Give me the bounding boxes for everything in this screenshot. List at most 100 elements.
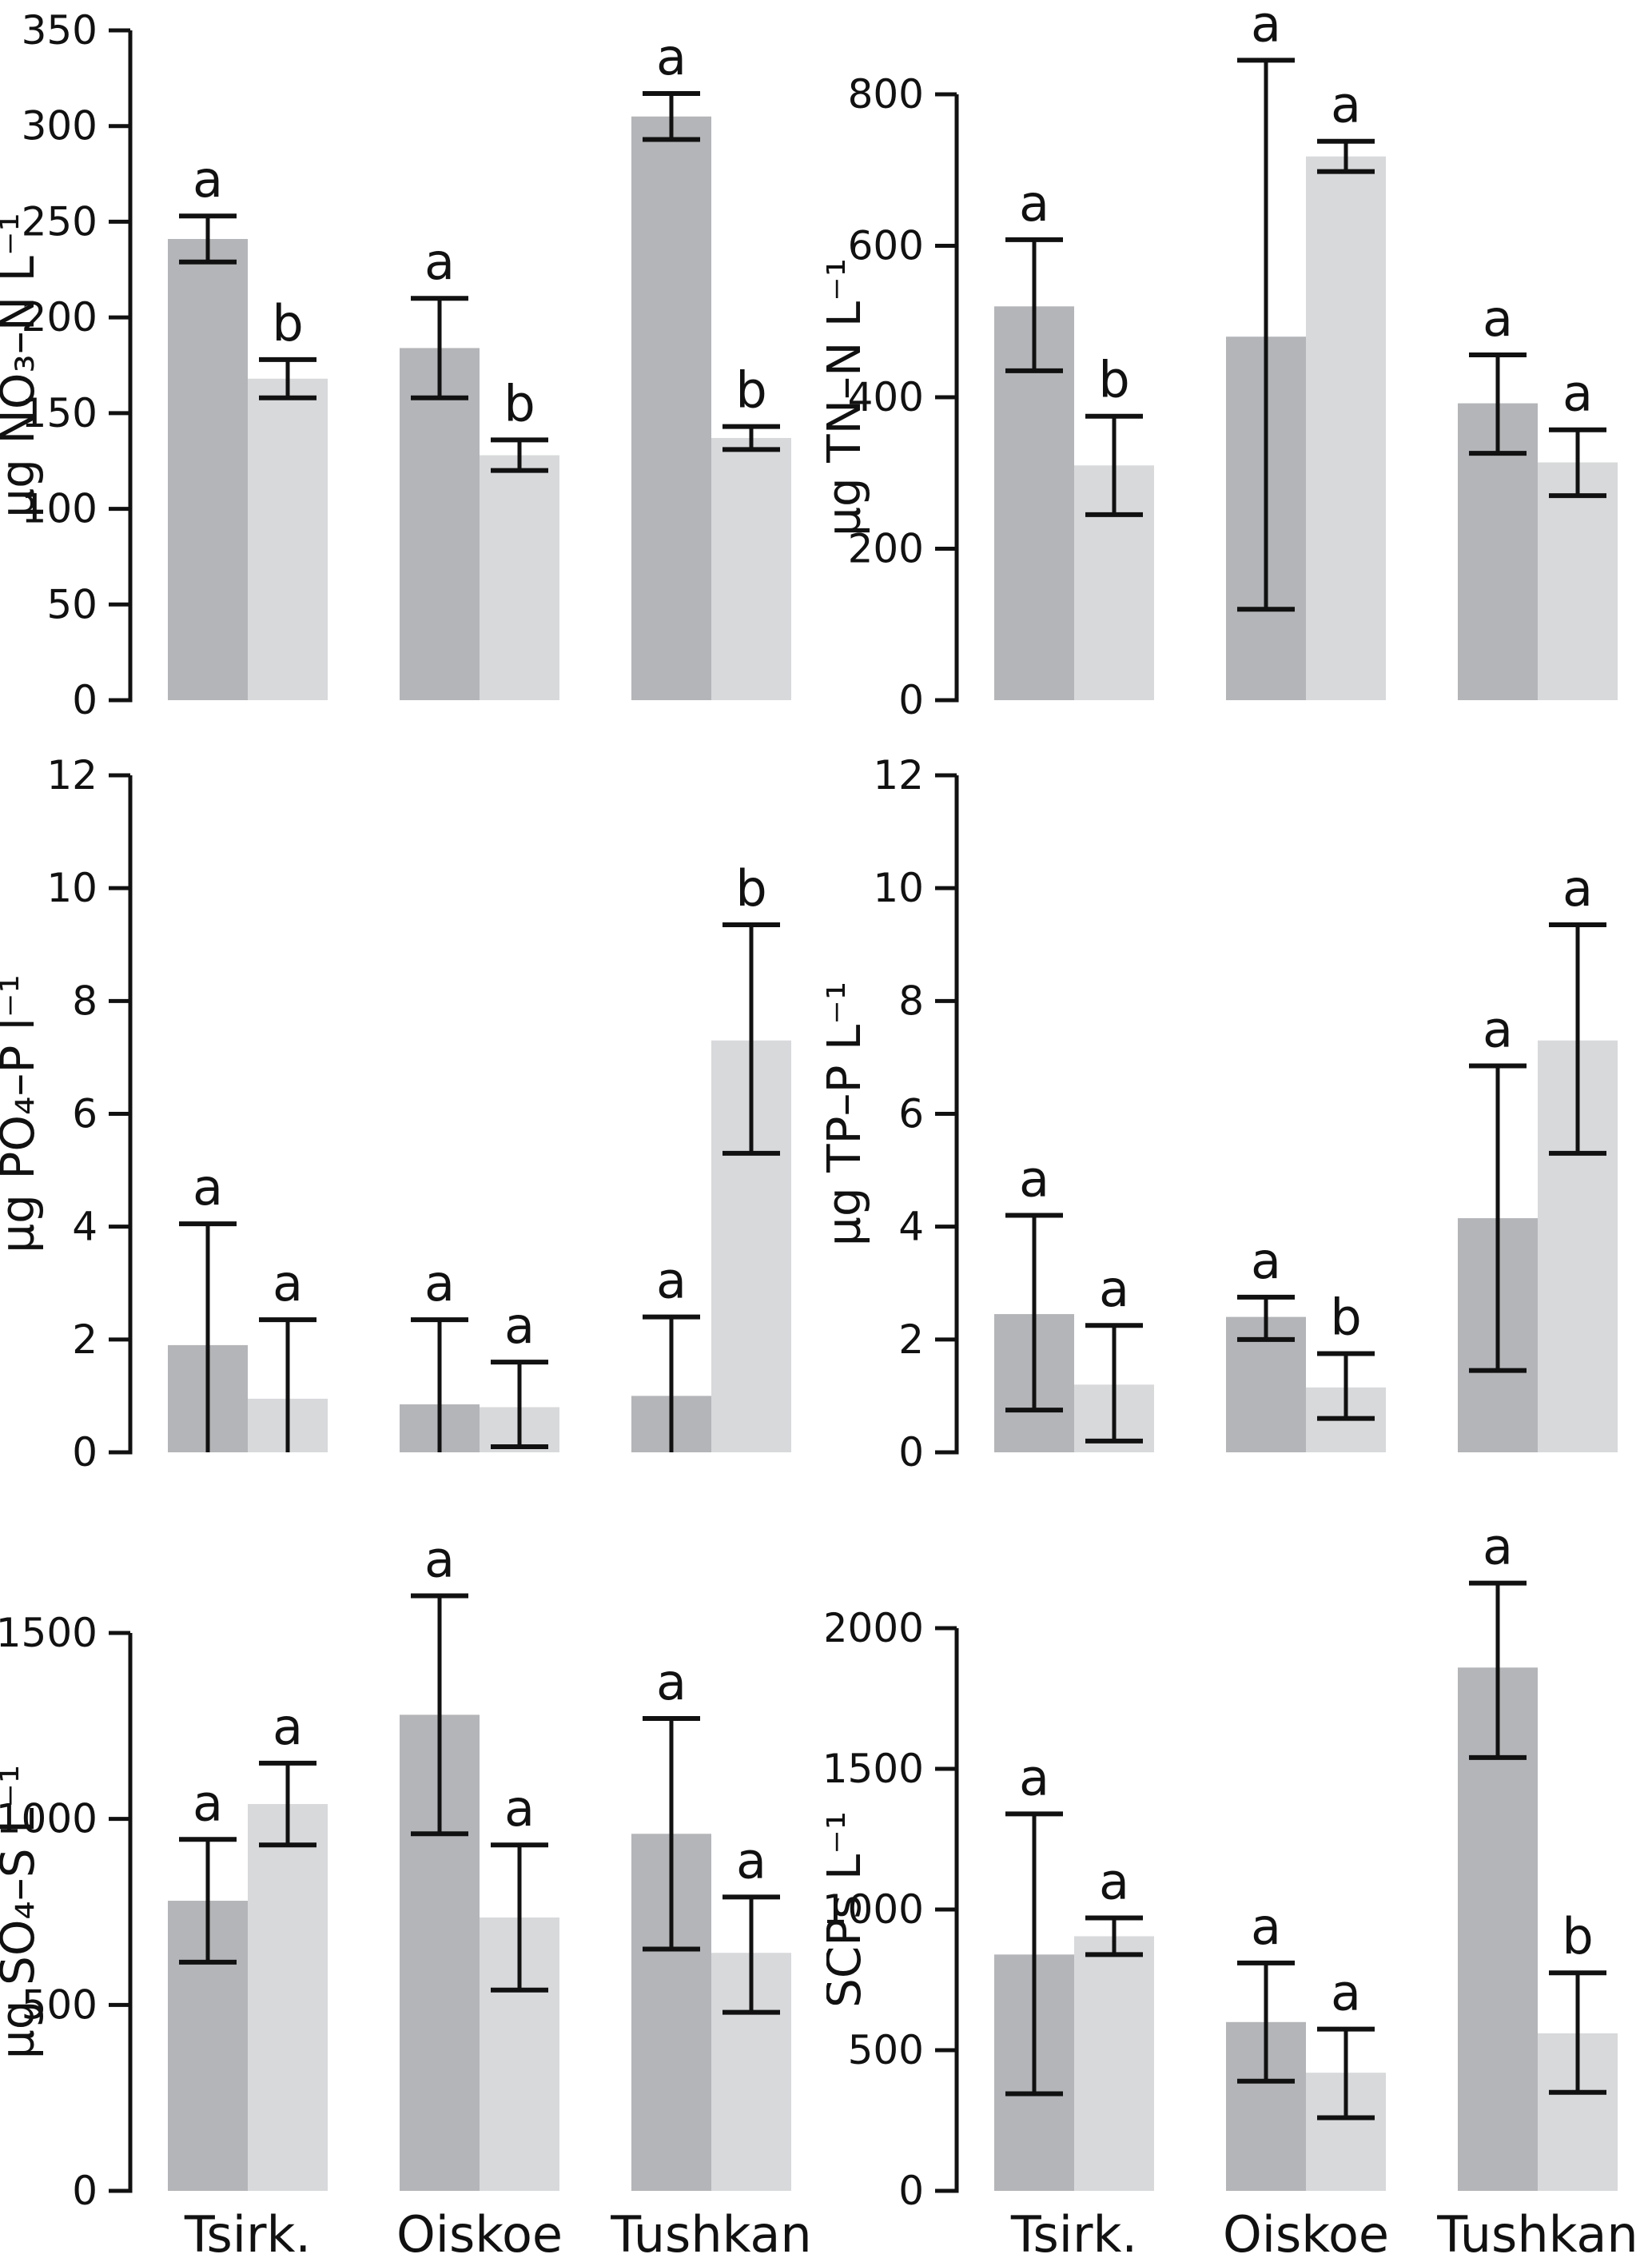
bar-dark_gray-oiskoe xyxy=(400,348,480,700)
bar-light_gray-tsirk xyxy=(1074,1936,1154,2191)
significance-letter: a xyxy=(193,150,223,209)
panel-so4-s: 0 500 1000 1500 µg SO₄–S L⁻¹ a a a a a a Tsirk. Oisk… xyxy=(0,1508,826,2262)
y-tick-label: 0 xyxy=(898,1429,924,1475)
x-axis-label-tushkan: Tushkan xyxy=(610,2205,811,2262)
significance-letter: a xyxy=(504,1779,535,1838)
no3-n-chart: 0 50 100 150 200 250 300 350 µg NO₃–N L⁻¹ a a a b b b xyxy=(0,7,791,723)
significance-letter: a xyxy=(1483,1001,1513,1059)
x-axis-label-tsirk: Tsirk. xyxy=(184,2205,311,2262)
significance-letter: a xyxy=(1562,859,1593,918)
x-axis-label-tsirk: Tsirk. xyxy=(1010,2205,1137,2262)
x-axis-label-tushkan: Tushkan xyxy=(1436,2205,1638,2262)
y-tick-label: 500 xyxy=(22,1981,98,2028)
y-axis-label: µg SO₄–S L⁻¹ xyxy=(0,1765,45,2059)
y-axis-label: µg TN–N L⁻¹ xyxy=(826,258,871,536)
y-tick-label: 800 xyxy=(848,71,924,117)
y-tick-label: 6 xyxy=(898,1091,924,1137)
significance-letter: a xyxy=(1331,76,1361,134)
x-axis-label-oiskoe: Oiskoe xyxy=(396,2205,563,2262)
y-tick-label: 2 xyxy=(898,1316,924,1363)
y-tick-label: 10 xyxy=(873,865,924,911)
y-tick-label: 100 xyxy=(22,486,98,532)
significance-letter: a xyxy=(1483,1518,1513,1576)
panel-scps: 0 500 1000 1500 2000 SCPs L⁻¹ a a a a a b Tsirk. Oisk… xyxy=(826,1508,1652,2262)
y-tick-label: 0 xyxy=(72,1429,98,1475)
significance-letter: a xyxy=(193,1774,223,1832)
y-tick-label: 150 xyxy=(22,390,98,436)
panel-no3-n: 0 50 100 150 200 250 300 350 µg NO₃–N L⁻¹ a a a b b b xyxy=(0,0,826,754)
significance-letter: b xyxy=(272,294,303,352)
significance-letter: a xyxy=(504,1296,535,1355)
y-tick-label: 12 xyxy=(46,754,98,798)
y-tick-label: 8 xyxy=(72,978,98,1024)
bar-light_gray-tushkan xyxy=(1538,462,1618,700)
bar-light_gray-tushkan xyxy=(711,437,791,700)
y-axis-label: µg NO₃–N L⁻¹ xyxy=(0,213,45,517)
y-tick-label: 600 xyxy=(848,223,924,269)
x-axis-label-oiskoe: Oiskoe xyxy=(1223,2205,1389,2262)
panel-tp-p: 0 2 4 6 8 10 12 µg TP–P L⁻¹ a a a a b a xyxy=(826,754,1652,1508)
bar-dark_gray-tsirk xyxy=(168,238,248,700)
significance-letter: a xyxy=(1331,1964,1361,2022)
y-tick-label: 0 xyxy=(72,677,98,723)
y-tick-label: 8 xyxy=(898,978,924,1024)
y-tick-label: 0 xyxy=(898,677,924,723)
y-tick-label: 12 xyxy=(873,754,924,798)
significance-letter: a xyxy=(424,233,455,291)
y-tick-label: 0 xyxy=(72,2168,98,2214)
bar-light_gray-oiskoe xyxy=(1306,156,1386,700)
significance-letter: b xyxy=(1098,351,1129,409)
y-tick-label: 1000 xyxy=(826,1886,924,1933)
significance-letter: a xyxy=(736,1831,766,1890)
significance-letter: a xyxy=(1483,289,1513,348)
significance-letter: a xyxy=(424,1530,455,1588)
significance-letter: a xyxy=(273,1698,303,1756)
y-tick-label: 0 xyxy=(898,2168,924,2214)
significance-letter: a xyxy=(424,1254,455,1312)
panel-po4-p: 0 2 4 6 8 10 12 µg PO₄–P l⁻¹ a a a a a b xyxy=(0,754,826,1508)
y-axis-label: SCPs L⁻¹ xyxy=(826,1811,871,2008)
significance-letter: a xyxy=(656,1252,687,1310)
significance-letter: b xyxy=(1330,1288,1361,1346)
significance-letter: b xyxy=(735,361,766,420)
y-tick-label: 250 xyxy=(22,198,98,245)
significance-letter: a xyxy=(273,1254,303,1312)
y-tick-label: 400 xyxy=(848,374,924,420)
y-tick-label: 2 xyxy=(72,1316,98,1363)
significance-letter: a xyxy=(1251,0,1281,53)
y-tick-label: 200 xyxy=(22,294,98,340)
significance-letter: a xyxy=(1099,1853,1129,1911)
y-tick-label: 500 xyxy=(848,2027,924,2073)
significance-letter: a xyxy=(656,28,687,86)
significance-letter: b xyxy=(504,374,535,432)
significance-letter: a xyxy=(1562,364,1593,423)
y-tick-label: 1000 xyxy=(0,1796,98,1842)
significance-letter: a xyxy=(1251,1898,1281,1956)
y-tick-label: 300 xyxy=(22,103,98,149)
y-tick-label: 2000 xyxy=(826,1605,924,1651)
y-tick-label: 350 xyxy=(22,7,98,54)
significance-letter: a xyxy=(656,1653,687,1711)
significance-letter: b xyxy=(735,859,766,918)
significance-letter: a xyxy=(193,1158,223,1217)
y-tick-label: 4 xyxy=(898,1204,924,1250)
bar-dark_gray-tushkan xyxy=(631,116,711,700)
significance-letter: a xyxy=(1251,1232,1281,1290)
significance-letter: b xyxy=(1562,1907,1593,1965)
y-tick-label: 200 xyxy=(848,526,924,572)
bar-light_gray-tsirk xyxy=(248,1804,328,2191)
y-axis-label: µg TP–P L⁻¹ xyxy=(826,982,871,1246)
bar-light_gray-oiskoe xyxy=(480,455,559,700)
significance-letter: a xyxy=(1019,174,1049,233)
y-tick-label: 6 xyxy=(72,1091,98,1137)
y-tick-label: 10 xyxy=(46,865,98,911)
y-tick-label: 1500 xyxy=(826,1746,924,1792)
bar-light_gray-tsirk xyxy=(248,378,328,700)
y-tick-label: 1500 xyxy=(0,1610,98,1656)
